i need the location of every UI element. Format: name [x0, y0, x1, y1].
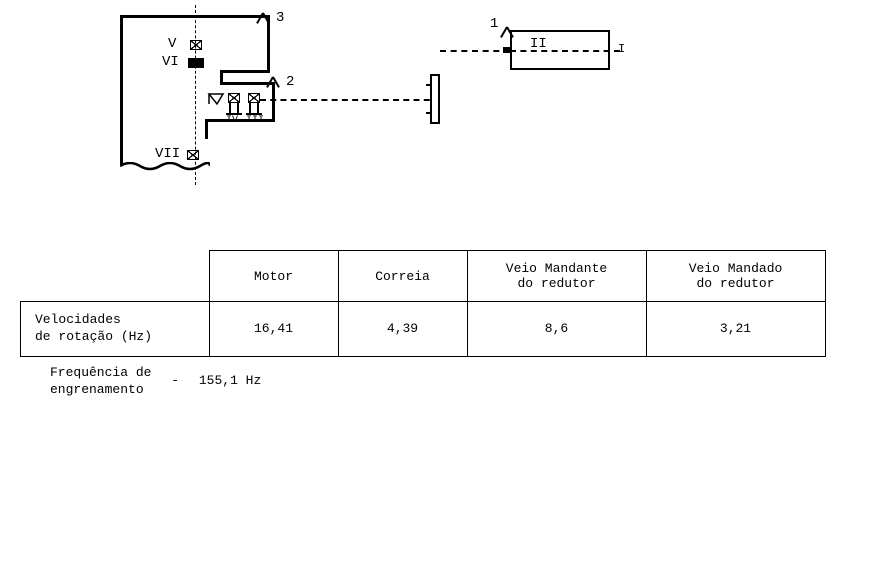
col-correia: Correia	[338, 251, 467, 302]
row-label: Velocidades de rotação (Hz)	[21, 302, 210, 357]
housing-edge	[205, 119, 275, 122]
label-VII: VII	[155, 146, 180, 162]
col-motor: Motor	[209, 251, 338, 302]
col-mandante: Veio Mandante do redutor	[467, 251, 646, 302]
housing-wavy-bottom	[120, 162, 210, 174]
motor-shaft-stub	[503, 47, 511, 53]
pulley-stub	[426, 84, 431, 86]
housing-edge	[272, 82, 275, 122]
bearing-III	[248, 93, 260, 103]
bearing-VI	[188, 58, 204, 68]
cell-correia: 4,39	[338, 302, 467, 357]
table-underline	[20, 356, 790, 357]
label-1: 1	[490, 16, 498, 32]
label-2: 2	[286, 74, 294, 90]
cell-mandante: 8,6	[467, 302, 646, 357]
bearing-IV	[228, 93, 240, 103]
freq-dash: -	[171, 373, 179, 390]
label-V: V	[168, 36, 176, 52]
row-label-l2: de rotação (Hz)	[35, 329, 152, 344]
col-mandado: Veio Mandado do redutor	[646, 251, 825, 302]
bearing-stand	[237, 103, 239, 113]
table-data-row: Velocidades de rotação (Hz) 16,41 4,39 8…	[21, 302, 826, 357]
table-corner	[21, 251, 210, 302]
bearing-V	[190, 40, 202, 50]
housing-edge	[120, 15, 270, 18]
bearing-stand	[257, 103, 259, 113]
bearing-stand	[249, 103, 251, 113]
col-mandado-l1: Veio Mandado	[689, 261, 783, 276]
table-header-row: Motor Correia Veio Mandante do redutor V…	[21, 251, 826, 302]
cell-motor: 16,41	[209, 302, 338, 357]
label-IV: IV	[226, 115, 238, 126]
mesh-frequency: Frequência de engrenamento - 155,1 Hz	[50, 365, 261, 399]
col-mandado-l2: do redutor	[696, 276, 774, 291]
label-II: II	[530, 36, 547, 52]
belt-centerline	[440, 50, 510, 52]
col-mandante-l2: do redutor	[517, 276, 595, 291]
label-III: III	[246, 115, 264, 126]
freq-value: 155,1 Hz	[199, 373, 261, 390]
bearing-VII	[187, 150, 199, 160]
label-I: I	[618, 42, 625, 56]
pulley-stub	[426, 112, 431, 114]
freq-label-l1: Frequência de	[50, 365, 151, 380]
freq-label-l2: engrenamento	[50, 382, 144, 397]
kinematic-diagram: V VI VII IV III 1 II I 3 2	[110, 10, 710, 190]
measure-point-3	[258, 14, 268, 24]
housing-edge	[220, 70, 270, 73]
col-mandante-l1: Veio Mandante	[506, 261, 607, 276]
row-label-l1: Velocidades	[35, 312, 121, 327]
measure-point-2	[268, 78, 278, 88]
speeds-table: Motor Correia Veio Mandante do redutor V…	[20, 250, 826, 357]
bearing-stand	[229, 103, 231, 113]
motor-centerline	[510, 50, 620, 52]
cell-mandado: 3,21	[646, 302, 825, 357]
speeds-table-region: Motor Correia Veio Mandante do redutor V…	[20, 250, 849, 399]
sensor-icon	[207, 92, 227, 108]
housing-edge	[205, 119, 208, 139]
shaft-centerline	[260, 99, 440, 101]
label-3: 3	[276, 10, 284, 26]
label-VI: VI	[162, 54, 179, 70]
housing-edge	[120, 15, 123, 165]
pulley	[430, 74, 440, 124]
